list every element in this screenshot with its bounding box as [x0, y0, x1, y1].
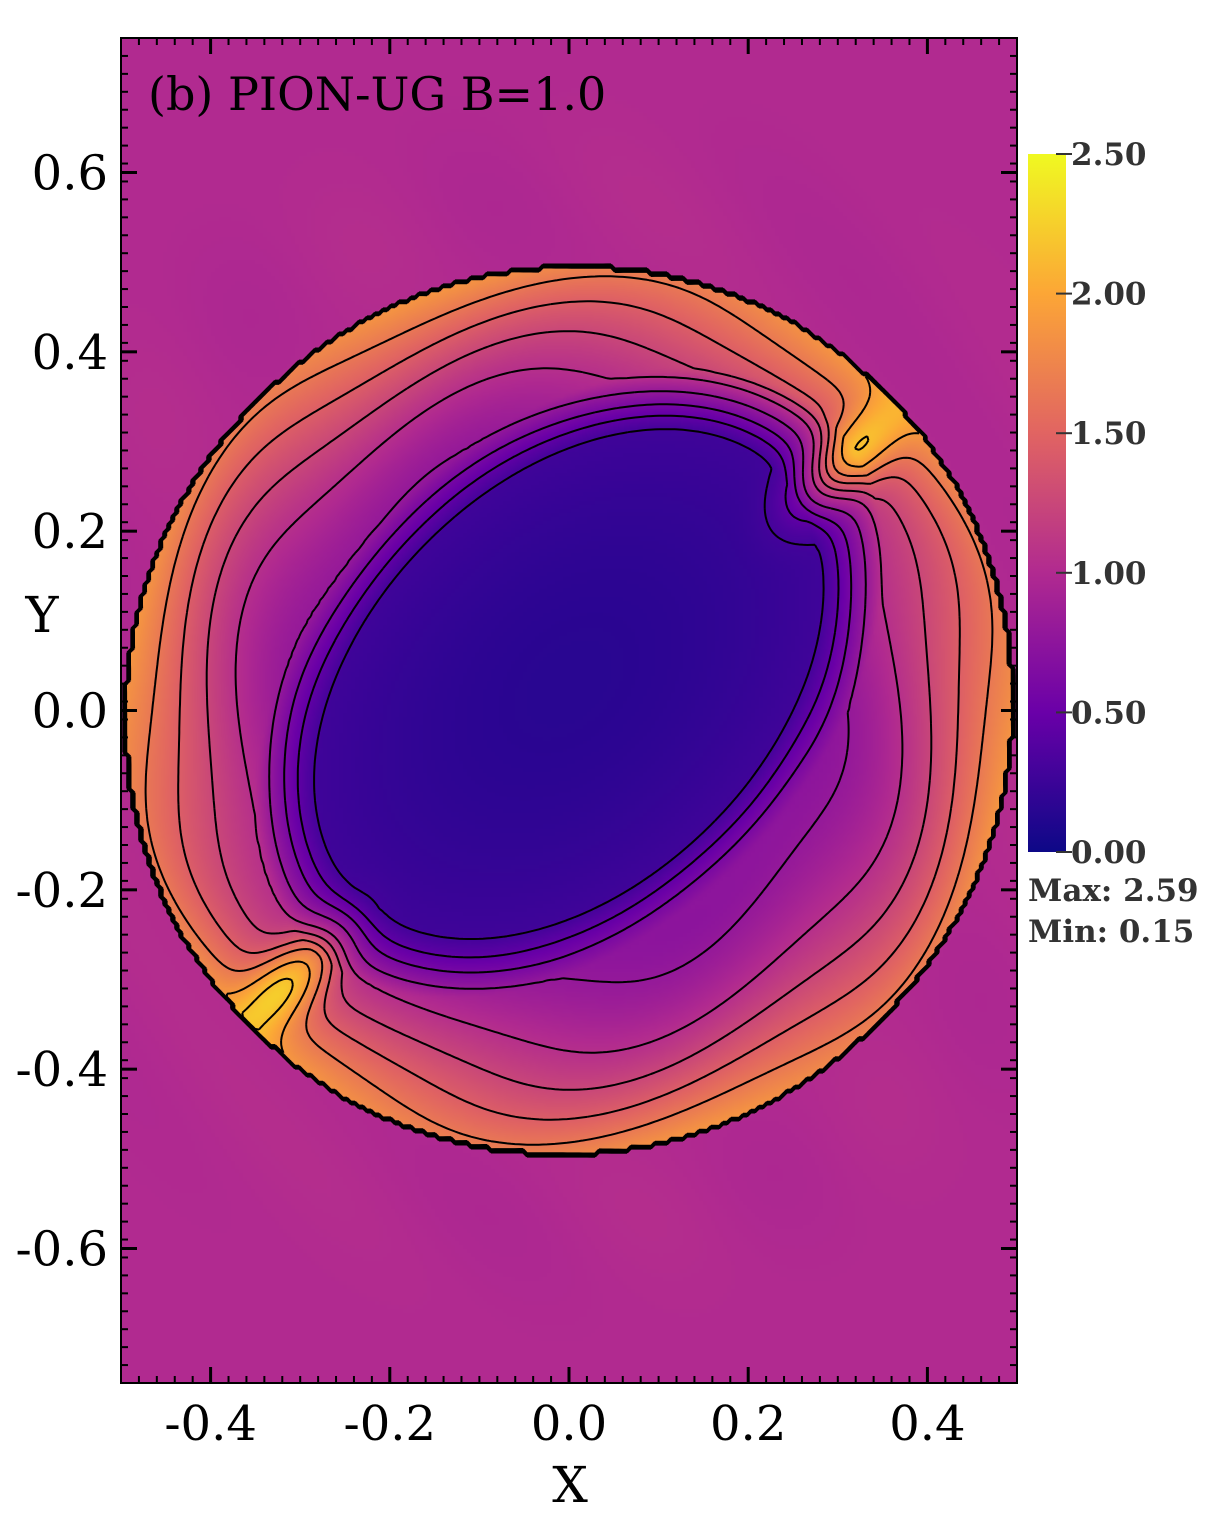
colorbar-tick-label: 1.50 [1071, 416, 1147, 452]
contour-lines [122, 263, 1016, 1158]
y-axis: 0.6 0.4 0.2 0.0 -0.2 -0.4 -0.6 [15, 146, 1017, 1278]
colorbar-tick-label: 1.00 [1071, 556, 1147, 592]
contour-line [313, 428, 825, 940]
y-tick-label: -0.2 [15, 863, 108, 919]
x-tick-label: -0.4 [164, 1396, 257, 1452]
x-tick-label: 0.4 [889, 1396, 965, 1452]
x-tick-label: -0.2 [344, 1396, 437, 1452]
contour-line [268, 390, 867, 990]
colorbar-tick-label: 0.00 [1071, 835, 1147, 871]
colorbar-max-text: Max: 2.59 [1028, 873, 1199, 909]
x-tick-label: 0.0 [531, 1396, 607, 1452]
y-tick-label: 0.4 [32, 325, 108, 381]
heatmap-image [121, 38, 1017, 1383]
colorbar: 2.50 2.00 1.50 1.00 0.50 0.00 Max: 2.59 Min: … [1028, 137, 1199, 950]
y-tick-label: 0.2 [32, 504, 108, 560]
panel-title: (b) PION-UG B=1.0 [148, 67, 606, 121]
contour-line [283, 403, 853, 974]
contour-line [225, 375, 920, 1054]
x-axis: -0.4 -0.2 0.0 0.2 0.4 [164, 38, 966, 1452]
colorbar-tick-label: 2.00 [1071, 277, 1147, 313]
colorbar-ticks: 2.50 2.00 1.50 1.00 0.50 0.00 [1056, 137, 1147, 871]
colorbar-bar [1028, 154, 1066, 852]
x-tick-label: 0.2 [710, 1396, 786, 1452]
heatmap-field [121, 38, 1017, 1383]
y-tick-label: 0.6 [32, 146, 108, 202]
x-axis-title: X [552, 1456, 588, 1514]
y-tick-label: -0.6 [15, 1222, 108, 1278]
y-tick-label: 0.0 [32, 684, 108, 740]
colorbar-tick-label: 0.50 [1071, 695, 1147, 731]
y-axis-title: Y [24, 586, 59, 644]
colorbar-min-text: Min: 0.15 [1028, 914, 1194, 950]
colorbar-tick-label: 2.50 [1071, 137, 1147, 173]
y-tick-label: -0.4 [15, 1042, 108, 1098]
contour-line [241, 435, 870, 1031]
contour-line [296, 414, 840, 959]
